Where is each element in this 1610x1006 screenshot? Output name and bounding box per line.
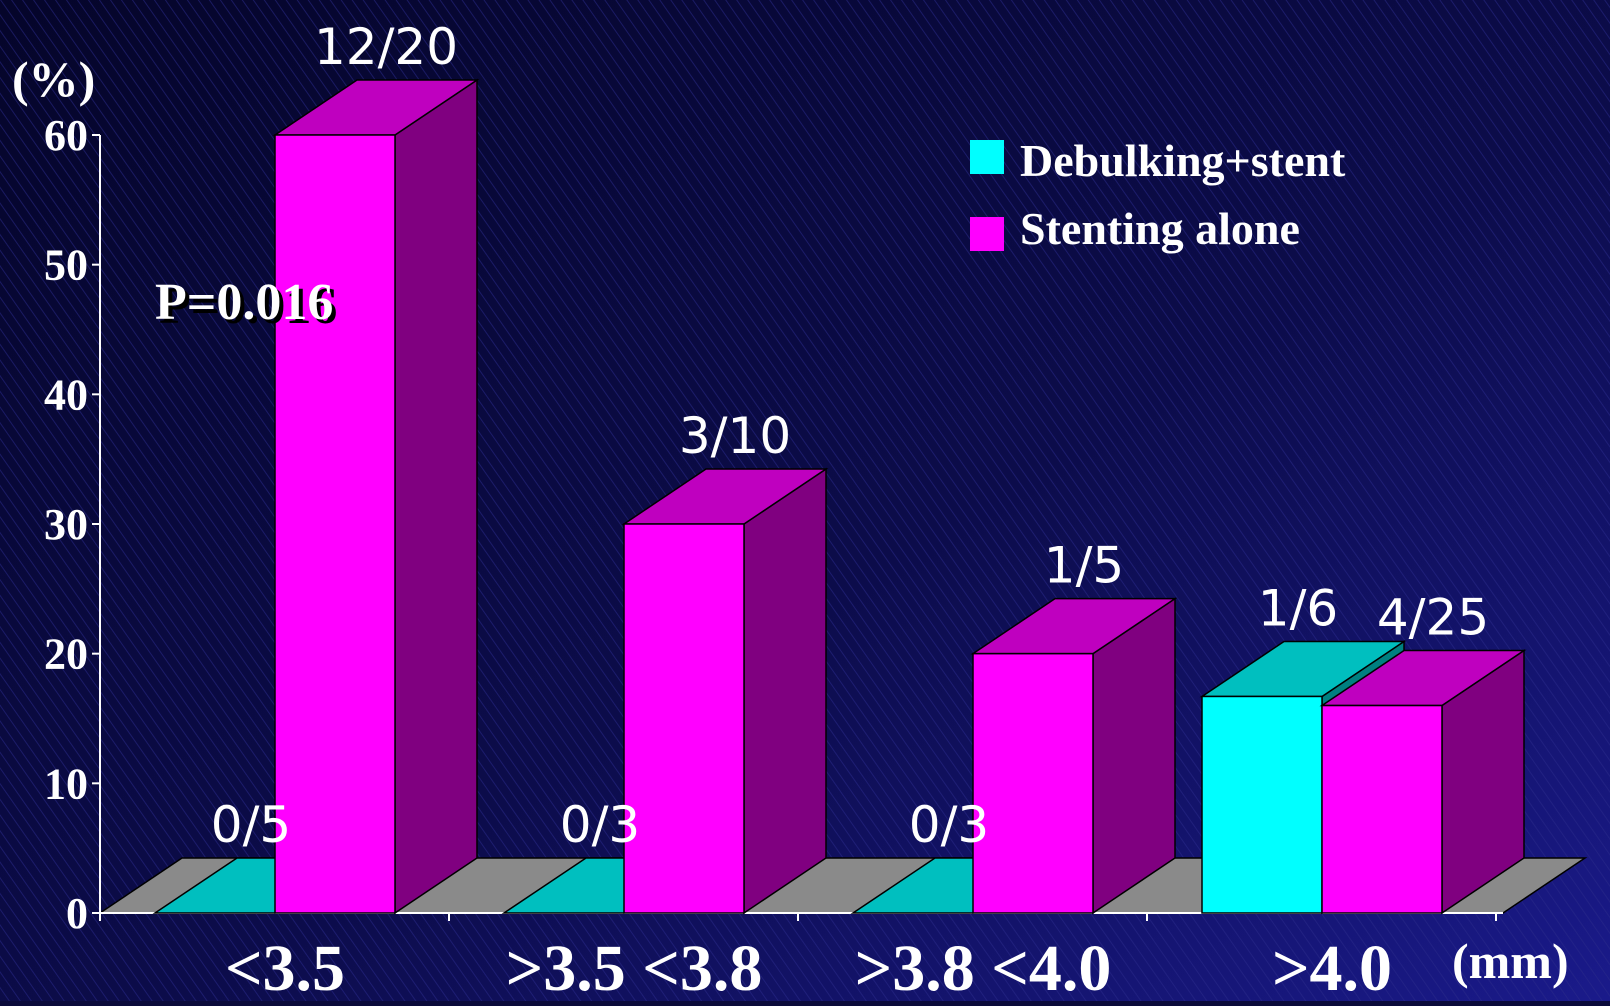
stenting-bar-1-label: 12/20 [314, 18, 458, 76]
stenting-bar-3 [970, 597, 1178, 915]
x-category-label: >4.0 [1272, 932, 1392, 1001]
legend-swatch-debulking [970, 140, 1004, 174]
x-axis-unit: (mm) [1452, 933, 1569, 989]
y-tick-label: 20 [44, 630, 88, 679]
stenting-bar-2-front [623, 523, 745, 914]
y-axis-unit: (%) [12, 51, 95, 107]
y-tick-label: 60 [44, 111, 88, 160]
stenting-bar-2-side [743, 467, 827, 915]
stenting-bar-2 [621, 467, 829, 915]
x-category-label: >3.5 <3.8 [506, 932, 763, 1001]
x-category-label: >3.8 <4.0 [855, 932, 1112, 1001]
y-tick-label: 10 [44, 759, 88, 808]
debulking-bar-4-label: 1/6 [1258, 579, 1338, 637]
y-tick-label: 0 [66, 889, 88, 938]
debulking-bar-2-label: 0/3 [560, 796, 640, 854]
p-value-shadow: P=0.016 [159, 278, 337, 335]
debulking-bar-1-label: 0/5 [211, 796, 291, 854]
debulking-bar-4-front [1201, 695, 1323, 914]
legend: Debulking+stent Stenting alone [970, 135, 1346, 254]
y-tick-label: 40 [44, 370, 88, 419]
stenting-bar-2-label: 3/10 [679, 407, 791, 465]
y-tick-label: 30 [44, 500, 88, 549]
stenting-bar-1-front [274, 134, 396, 914]
stenting-bar-1 [272, 78, 480, 915]
p-value-annotation: P=0.016 [155, 274, 333, 331]
debulking-bar-3-label: 0/3 [909, 796, 989, 854]
y-tick-label: 50 [44, 241, 88, 290]
legend-label-stenting: Stenting alone [1020, 203, 1300, 254]
stenting-bar-3-front [972, 652, 1094, 914]
legend-label-debulking: Debulking+stent [1020, 135, 1346, 186]
x-category-label: <3.5 [225, 932, 345, 1001]
stenting-bar-3-label: 1/5 [1044, 537, 1124, 595]
stenting-bar-4 [1319, 649, 1527, 915]
legend-swatch-stenting [970, 217, 1004, 251]
stenting-bar-4-front [1321, 704, 1443, 914]
stenting-bar-1-side [394, 78, 478, 915]
stenting-bar-4-label: 4/25 [1377, 589, 1489, 647]
